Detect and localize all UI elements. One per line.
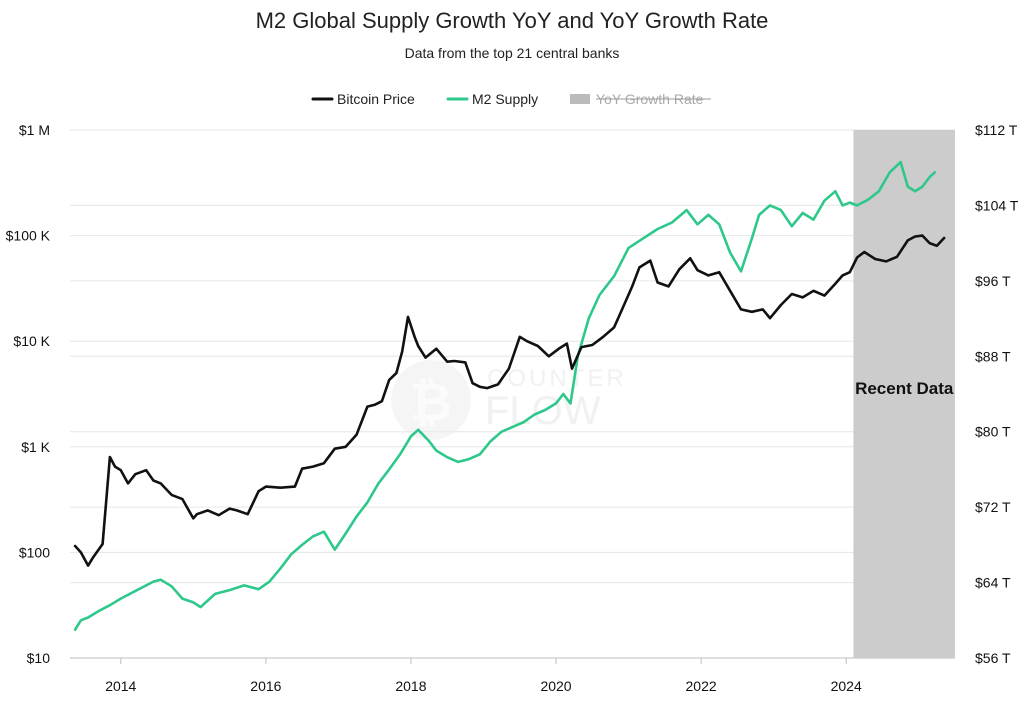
recent-data-region [853, 130, 955, 658]
y-left-tick-label-2: $1 K [21, 439, 50, 455]
y-left-tick-label-4: $100 K [6, 228, 51, 244]
legend-item-m2[interactable]: M2 Supply [446, 91, 538, 107]
watermark-coin-symbol: ₿ [410, 374, 452, 432]
y-axis-right: $56 T $64 T $72 T $80 T $88 T $96 T $104 T $112… [975, 122, 1019, 666]
y-left-tick-label-1: $100 [19, 544, 50, 560]
y-right-tick-label-7: $112 T [975, 122, 1018, 138]
y-left-tick-label-5: $1 M [19, 122, 50, 138]
x-tick-label-2: 2018 [395, 678, 426, 694]
x-tick-label-1: 2016 [250, 678, 281, 694]
legend-label-bitcoin: Bitcoin Price [337, 91, 415, 107]
legend-item-bitcoin[interactable]: Bitcoin Price [311, 91, 415, 107]
y-right-tick-label-4: $88 T [975, 348, 1011, 364]
y-right-tick-label-3: $80 T [975, 424, 1011, 440]
x-tick-label-0: 2014 [105, 678, 136, 694]
y-right-tick-label-0: $56 T [975, 650, 1011, 666]
x-axis: 2014 2016 2018 2020 2022 2024 [105, 658, 862, 694]
x-tick-label-5: 2024 [831, 678, 862, 694]
legend-label-m2: M2 Supply [472, 91, 538, 107]
y-right-tick-label-6: $104 T [975, 197, 1019, 213]
y-left-tick-label-3: $10 K [13, 333, 50, 349]
series-line-bitcoin-price[interactable] [73, 234, 946, 567]
y-axis-left: $10 $100 $1 K $10 K $100 K $1 M [6, 122, 51, 666]
y-left-tick-label-0: $10 [27, 650, 51, 666]
y-right-tick-label-1: $64 T [975, 575, 1011, 591]
watermark-coin-icon [391, 360, 471, 440]
y-right-tick-label-5: $96 T [975, 273, 1011, 289]
legend-item-yoy[interactable]: YoY Growth Rate [570, 91, 711, 107]
gridlines [70, 129, 955, 659]
y-right-tick-label-2: $72 T [975, 499, 1011, 515]
series-line-m2-supply[interactable] [73, 160, 937, 632]
watermark: ₿ COUNTER FLOW [391, 360, 624, 440]
chart-title: M2 Global Supply Growth YoY and YoY Grow… [256, 8, 769, 33]
legend: Bitcoin Price M2 Supply YoY Growth Rate [311, 91, 711, 107]
legend-swatch-yoy [570, 94, 590, 104]
x-tick-label-3: 2020 [540, 678, 571, 694]
recent-data-label: Recent Data [855, 379, 954, 398]
chart-subtitle: Data from the top 21 central banks [405, 45, 620, 61]
x-tick-label-4: 2022 [686, 678, 717, 694]
series-layer [73, 160, 946, 632]
